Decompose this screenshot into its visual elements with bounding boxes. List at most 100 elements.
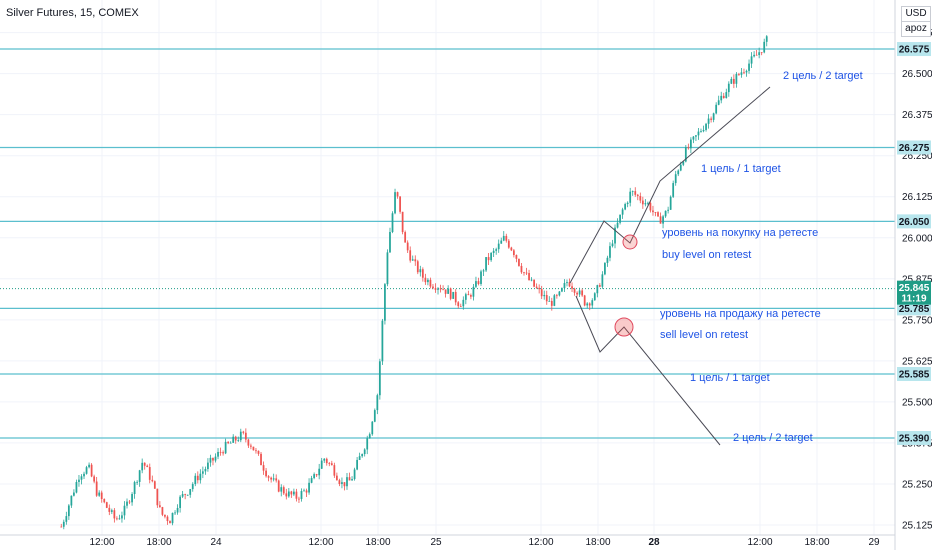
candle-body <box>510 247 513 251</box>
candle-body <box>452 291 455 299</box>
candle-body <box>525 272 528 274</box>
candle-body <box>113 510 116 519</box>
annotation-text: уровень на покупку на ретесте <box>662 227 818 239</box>
candle-body <box>229 442 232 444</box>
y-tick-label: 26.000 <box>902 233 932 244</box>
candle-body <box>361 454 364 457</box>
candle-body <box>518 258 520 266</box>
candle-body <box>695 135 697 137</box>
candle-body <box>148 467 151 480</box>
candle-body <box>224 441 227 454</box>
candle-body <box>406 242 409 251</box>
candle-body <box>512 250 515 256</box>
candle-body <box>411 259 414 261</box>
candle-body <box>161 507 164 515</box>
candle-body <box>730 78 733 84</box>
sell-retest-marker <box>614 317 634 337</box>
candle-body <box>414 259 417 262</box>
y-tick-label: 25.250 <box>902 479 932 490</box>
candle-body <box>492 250 495 254</box>
x-tick-label: 12:00 <box>528 537 553 548</box>
candle-body <box>571 286 573 289</box>
candle-body <box>480 271 482 284</box>
candle-body <box>404 232 407 243</box>
candle-body <box>285 493 288 497</box>
y-tick-label: 25.125 <box>902 521 932 532</box>
x-tick-label: 12:00 <box>747 537 772 548</box>
candle-body <box>558 291 561 296</box>
candle-body <box>462 299 465 307</box>
candle-body <box>123 505 126 516</box>
candle-body <box>475 281 477 287</box>
time-axis: 12:00 18:00 24 12:00 18:00 25 12:00 18:00 28 12:0… <box>0 534 895 548</box>
candle-body <box>553 295 556 306</box>
candle-body <box>333 465 336 476</box>
candle-body <box>429 279 432 287</box>
candle-body <box>682 161 685 165</box>
candle-body <box>596 285 599 294</box>
candle-body <box>330 463 333 466</box>
candle-body <box>358 456 361 460</box>
annotation-text: 1 цель / 1 target <box>690 372 770 384</box>
candle-body <box>606 257 609 263</box>
candle-body <box>717 100 720 105</box>
candle-body <box>598 285 601 287</box>
candle-body <box>384 284 386 321</box>
candle-body <box>755 54 758 56</box>
candle-body <box>631 191 634 192</box>
x-tick-label: 12:00 <box>308 537 333 548</box>
candle-body <box>490 253 493 261</box>
candle-body <box>497 243 500 250</box>
candle-body <box>318 468 321 476</box>
candle-body <box>538 287 541 290</box>
candle-body <box>464 294 467 300</box>
candle-body <box>227 441 230 444</box>
candle-body <box>171 512 174 524</box>
candle-body <box>348 477 351 481</box>
candle-body <box>634 191 637 195</box>
chart-annotations: 2 цель / 2 target 1 цель / 1 target уровен… <box>660 70 863 444</box>
candle-body <box>151 479 154 482</box>
candle-body <box>219 451 222 453</box>
candle-body <box>679 164 682 171</box>
currency-button[interactable]: USD <box>901 6 931 22</box>
candle-body <box>121 515 123 519</box>
y-tick-label: 25.750 <box>902 315 932 326</box>
candle-body <box>133 482 136 495</box>
candle-body <box>470 295 472 297</box>
candle-body <box>427 279 429 283</box>
candle-body <box>156 488 159 506</box>
candle-body <box>267 476 270 478</box>
candle-body <box>234 436 237 441</box>
candle-body <box>179 496 181 508</box>
candle-body <box>328 463 331 464</box>
candle-body <box>601 274 604 287</box>
candle-body <box>540 289 543 297</box>
candle-body <box>707 118 710 124</box>
candle-body <box>765 36 768 42</box>
candle-body <box>722 95 725 99</box>
y-tick-label: 25.875 <box>902 274 932 285</box>
candle-body <box>760 52 763 54</box>
candle-body <box>712 113 715 120</box>
candle-body <box>366 438 369 450</box>
candle-body <box>303 490 305 492</box>
candle-body <box>73 492 75 496</box>
candle-body <box>70 495 73 506</box>
candle-body <box>745 70 748 73</box>
candle-body <box>591 300 594 306</box>
candle-body <box>232 436 235 443</box>
candle-body <box>141 462 144 471</box>
candle-body <box>702 129 705 132</box>
user-label[interactable]: apoz <box>901 21 931 37</box>
candle-body <box>725 92 728 99</box>
candle-body <box>641 200 644 205</box>
candle-body <box>351 479 353 481</box>
candle-body <box>523 272 525 274</box>
candle-body <box>454 291 457 303</box>
candle-body <box>265 470 267 477</box>
candle-body <box>457 302 460 307</box>
candle-body <box>482 270 485 272</box>
candle-body <box>447 288 450 294</box>
